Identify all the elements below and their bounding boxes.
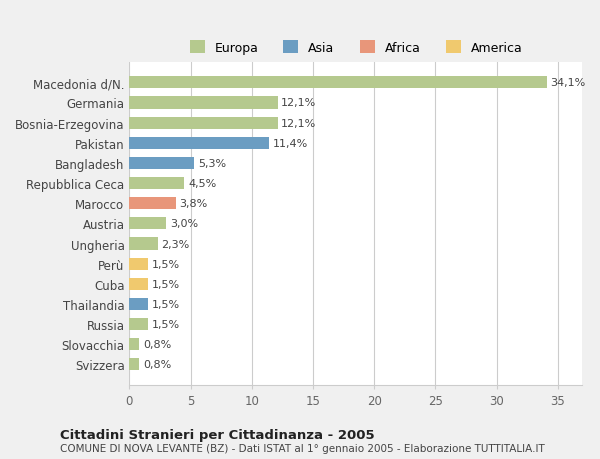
Bar [130,97,278,109]
Text: 0,8%: 0,8% [143,340,171,349]
Bar [130,77,547,89]
Bar [130,178,184,190]
Text: Cittadini Stranieri per Cittadinanza - 2005: Cittadini Stranieri per Cittadinanza - 2… [60,428,374,442]
Text: 11,4%: 11,4% [272,139,308,148]
Text: 1,5%: 1,5% [151,299,179,309]
Bar [130,137,269,150]
Text: 12,1%: 12,1% [281,98,316,108]
Text: 3,8%: 3,8% [179,199,208,209]
Bar [130,338,139,351]
Text: 2,3%: 2,3% [161,239,190,249]
Text: 5,3%: 5,3% [198,158,226,168]
Bar [130,258,148,270]
Legend: Europa, Asia, Africa, America: Europa, Asia, Africa, America [185,36,527,60]
Bar [130,358,139,371]
Bar [130,157,194,169]
Bar [130,319,148,330]
Bar [130,198,176,210]
Bar [130,278,148,290]
Text: COMUNE DI NOVA LEVANTE (BZ) - Dati ISTAT al 1° gennaio 2005 - Elaborazione TUTTI: COMUNE DI NOVA LEVANTE (BZ) - Dati ISTAT… [60,443,545,453]
Bar [130,118,278,129]
Text: 4,5%: 4,5% [188,179,217,189]
Text: 1,5%: 1,5% [151,319,179,330]
Bar [130,298,148,310]
Bar [130,238,158,250]
Text: 1,5%: 1,5% [151,279,179,289]
Text: 1,5%: 1,5% [151,259,179,269]
Text: 34,1%: 34,1% [551,78,586,88]
Bar [130,218,166,230]
Text: 0,8%: 0,8% [143,360,171,369]
Text: 3,0%: 3,0% [170,219,198,229]
Text: 12,1%: 12,1% [281,118,316,129]
